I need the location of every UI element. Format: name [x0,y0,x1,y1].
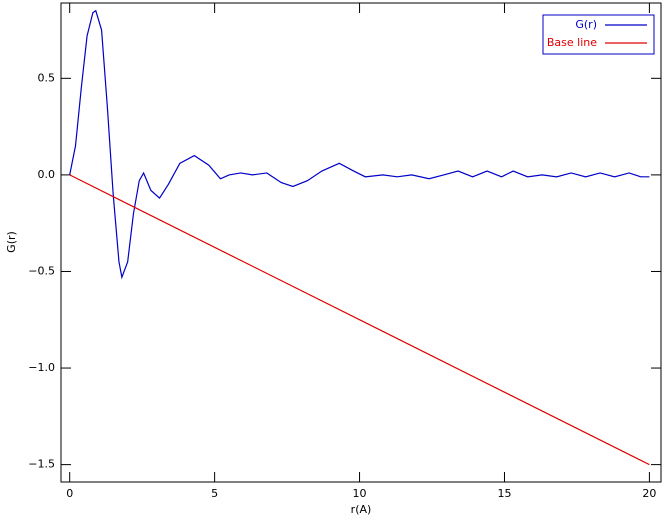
x-axis-label: r(A) [351,503,372,516]
data-line [69,9,650,280]
legend: G(r) Base line [542,14,655,55]
legend-box [542,14,655,55]
legend-label: G(r) [575,18,597,31]
data-line [69,174,650,466]
y-tick-label: 0.5 [38,71,56,84]
y-axis-label: G(r) [5,231,18,253]
x-tick-label: 10 [353,487,367,500]
y-tick-label: −1.0 [28,361,55,374]
y-tick-label: 0.0 [38,168,56,181]
y-tick-label: −0.5 [28,264,55,277]
x-tick-label: 15 [497,487,511,500]
x-tick-label: 5 [211,487,218,500]
legend-label: Base line [547,36,597,49]
plot-frame [60,2,662,483]
y-tick-label: −1.5 [28,458,55,471]
x-tick-label: 0 [66,487,73,500]
x-tick-label: 20 [642,487,656,500]
